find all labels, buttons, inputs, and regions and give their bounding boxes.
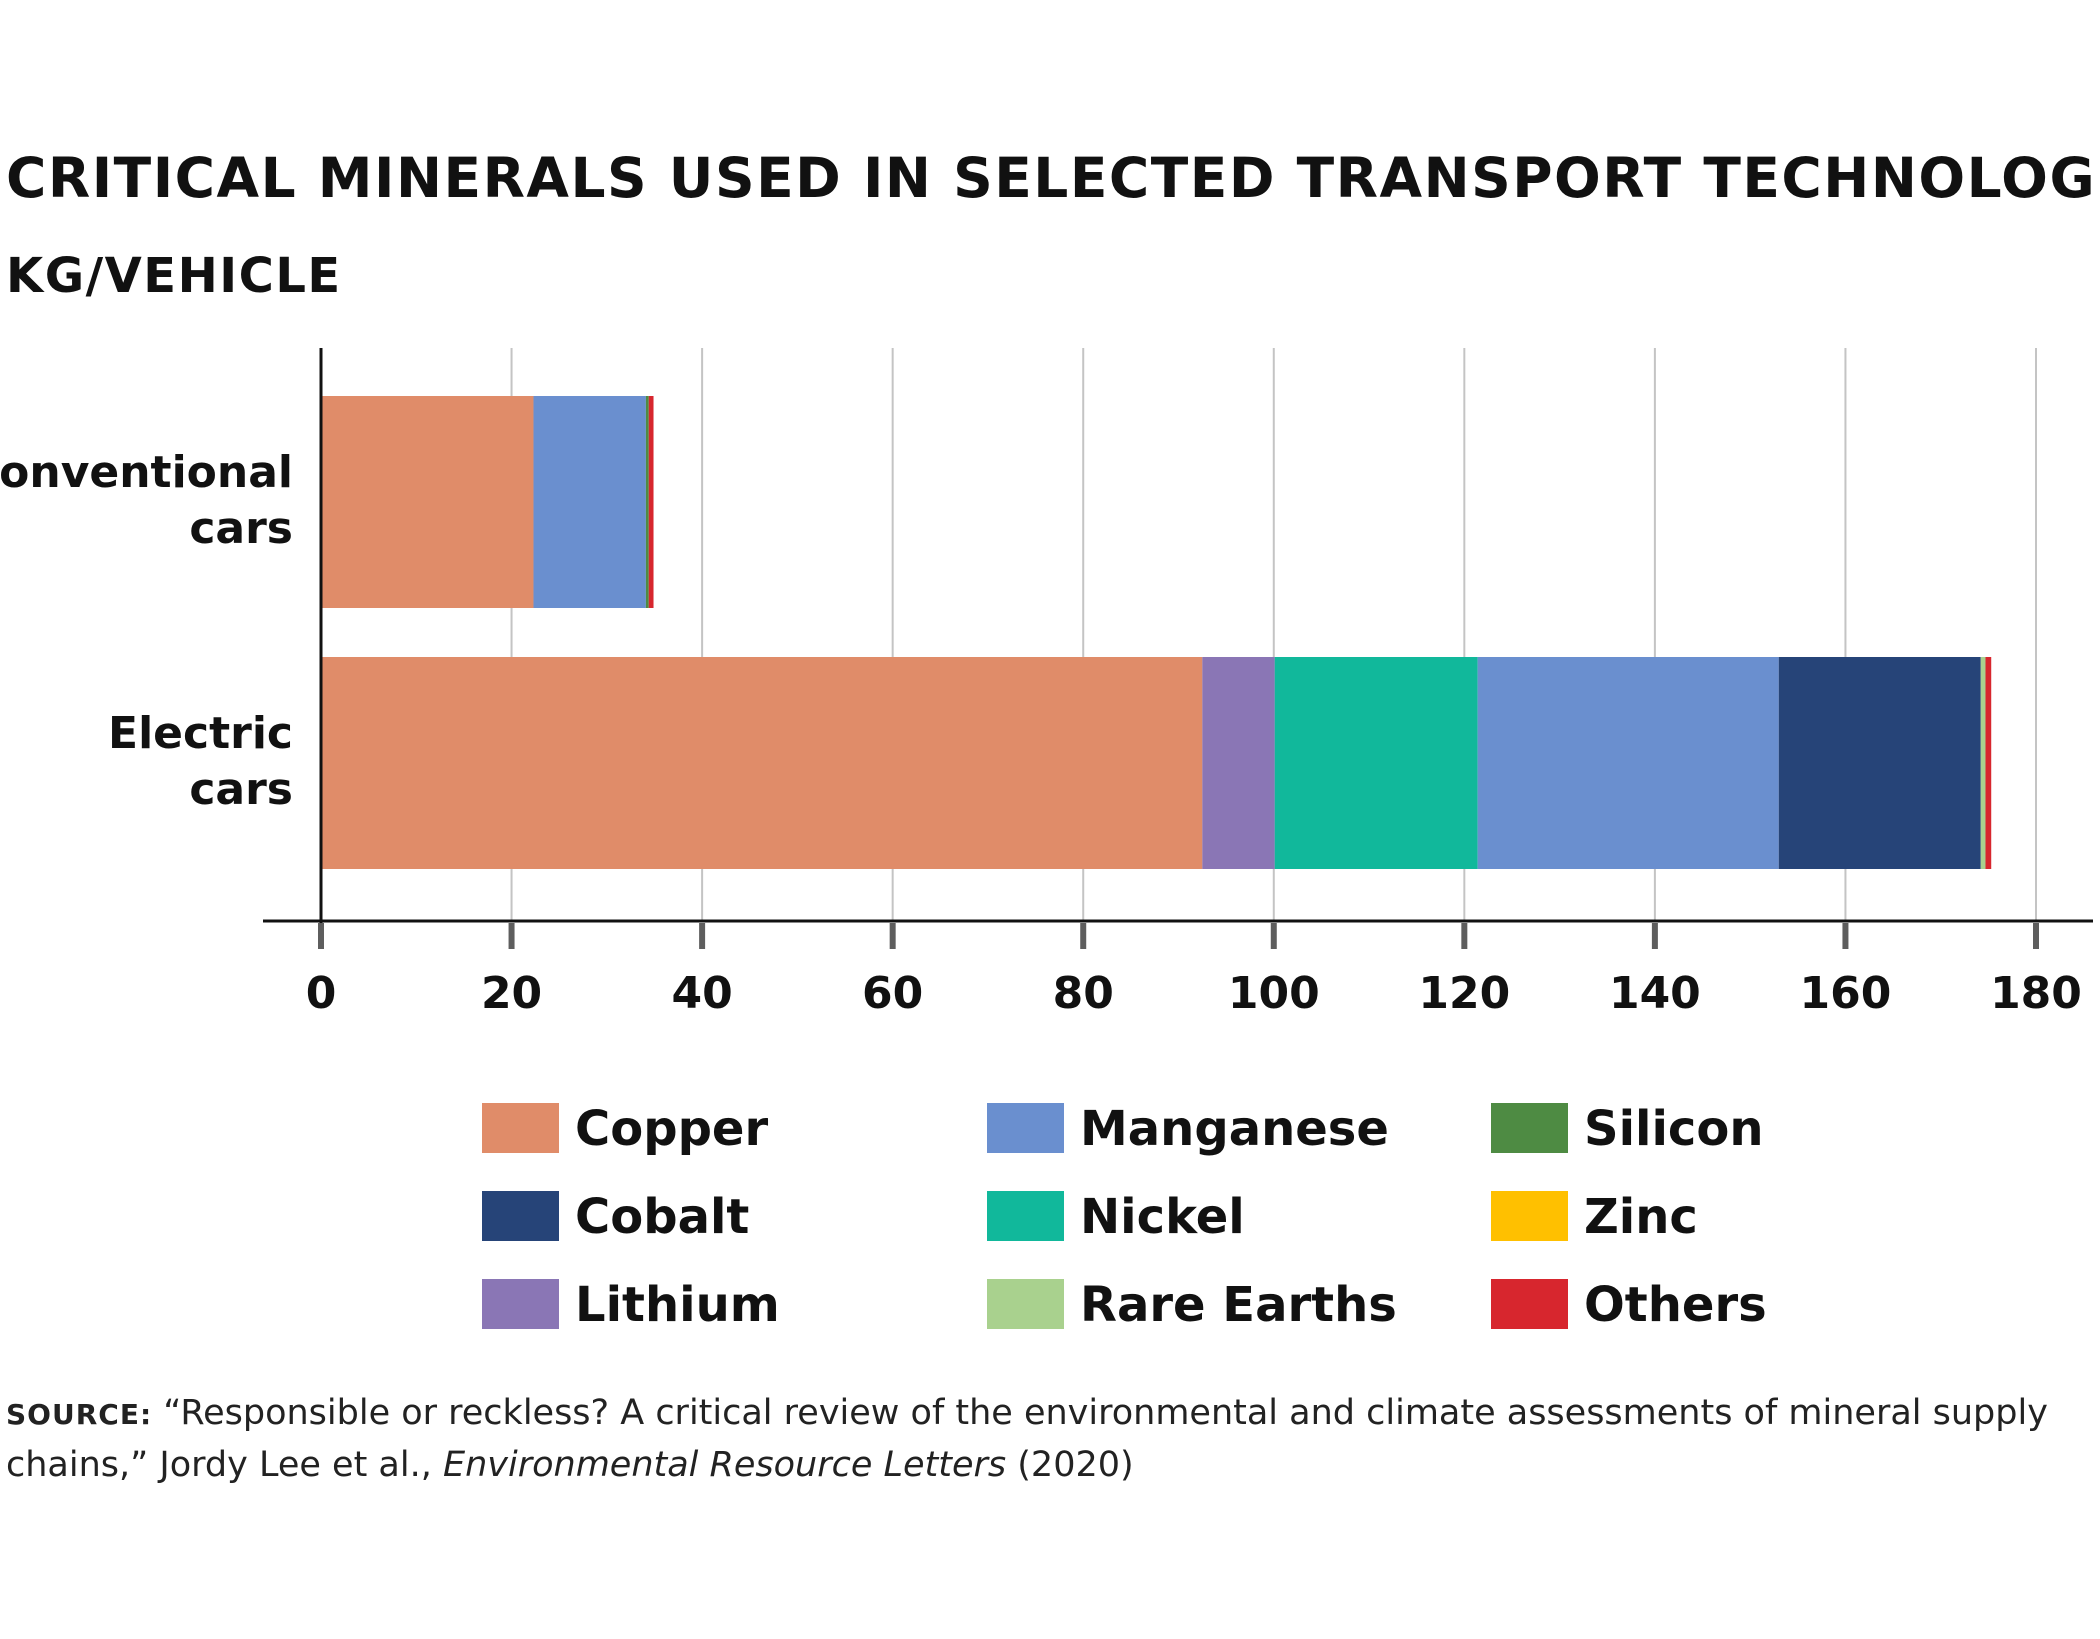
chart-title: CRITICAL MINERALS USED IN SELECTED TRANS… bbox=[6, 146, 2100, 210]
bar-conventional-cars-manganese bbox=[533, 396, 646, 608]
legend-item-nickel: Nickel bbox=[987, 1189, 1245, 1245]
x-ticks: 0 20 40 60 80 100 120 140 160 180 bbox=[306, 923, 2082, 1019]
bar-conventional-cars-copper bbox=[321, 396, 534, 608]
legend-item-zinc: Zinc bbox=[1491, 1189, 1698, 1245]
x-tick-label-100: 100 bbox=[1228, 968, 1320, 1019]
category-label-conventional-cars: Conventionalcars bbox=[0, 447, 293, 554]
legend-swatch-cobalt bbox=[482, 1191, 559, 1241]
legend-item-others: Others bbox=[1491, 1277, 1767, 1333]
bar-electric-cars-rare-earths bbox=[1980, 657, 1986, 869]
legend-swatch-nickel bbox=[987, 1191, 1064, 1241]
stacked-bar-chart: 0 20 40 60 80 100 120 140 160 180 Conventionalcar… bbox=[0, 348, 2093, 1333]
bar-electric-cars-cobalt bbox=[1778, 657, 1981, 869]
legend-item-lithium: Lithium bbox=[482, 1277, 780, 1333]
x-tick-label-0: 0 bbox=[306, 968, 337, 1019]
legend: Copper Cobalt Lithium Manganese Nickel Rare E… bbox=[482, 1101, 1767, 1333]
bars bbox=[321, 396, 1992, 869]
source-year: (2020) bbox=[1006, 1445, 1134, 1485]
bar-conventional-cars-others bbox=[648, 396, 654, 608]
legend-swatch-silicon bbox=[1491, 1103, 1568, 1153]
x-tick-label-80: 80 bbox=[1053, 968, 1114, 1019]
x-tick-mark-60 bbox=[889, 923, 896, 949]
legend-swatch-others bbox=[1491, 1279, 1568, 1329]
category-label-electric-cars: Electric cars bbox=[108, 708, 293, 815]
legend-label-copper: Copper bbox=[575, 1101, 768, 1157]
legend-label-rare-earths: Rare Earths bbox=[1080, 1277, 1397, 1333]
x-tick-label-180: 180 bbox=[1990, 968, 2082, 1019]
legend-item-silicon: Silicon bbox=[1491, 1101, 1764, 1157]
legend-item-copper: Copper bbox=[482, 1101, 768, 1157]
legend-label-manganese: Manganese bbox=[1080, 1101, 1389, 1157]
x-tick-mark-20 bbox=[508, 923, 515, 949]
x-tick-mark-120 bbox=[1461, 923, 1468, 949]
legend-swatch-copper bbox=[482, 1103, 559, 1153]
x-tick-mark-180 bbox=[2033, 923, 2039, 949]
x-tick-mark-0 bbox=[318, 923, 324, 949]
chart-subtitle: KG/VEHICLE bbox=[6, 248, 342, 304]
legend-swatch-rare-earths bbox=[987, 1279, 1064, 1329]
legend-swatch-manganese bbox=[987, 1103, 1064, 1153]
legend-item-rare-earths: Rare Earths bbox=[987, 1277, 1397, 1333]
x-tick-mark-40 bbox=[699, 923, 706, 949]
source-journal: Environmental Resource Letters bbox=[442, 1445, 1007, 1485]
legend-item-manganese: Manganese bbox=[987, 1101, 1389, 1157]
legend-label-others: Others bbox=[1584, 1277, 1767, 1333]
source-label: SOURCE: bbox=[6, 1398, 153, 1431]
x-tick-label-40: 40 bbox=[671, 968, 732, 1019]
legend-label-zinc: Zinc bbox=[1584, 1189, 1698, 1245]
legend-label-lithium: Lithium bbox=[575, 1277, 780, 1333]
x-tick-mark-160 bbox=[1842, 923, 1849, 949]
bar-conventional-cars-silicon bbox=[645, 396, 649, 608]
x-tick-mark-80 bbox=[1080, 923, 1087, 949]
bar-electric-cars-lithium bbox=[1202, 657, 1275, 869]
x-tick-mark-140 bbox=[1651, 923, 1658, 949]
x-tick-label-140: 140 bbox=[1609, 968, 1701, 1019]
legend-swatch-lithium bbox=[482, 1279, 559, 1329]
source-text: “Responsible or reckless? A critical rev… bbox=[6, 1393, 2048, 1485]
legend-label-cobalt: Cobalt bbox=[575, 1189, 749, 1245]
axes bbox=[263, 348, 2093, 923]
legend-label-nickel: Nickel bbox=[1080, 1189, 1245, 1245]
x-tick-label-160: 160 bbox=[1800, 968, 1892, 1019]
legend-swatch-zinc bbox=[1491, 1191, 1568, 1241]
legend-label-silicon: Silicon bbox=[1584, 1101, 1764, 1157]
x-tick-label-120: 120 bbox=[1418, 968, 1510, 1019]
source-note: SOURCE: “Responsible or reckless? A crit… bbox=[6, 1388, 2056, 1490]
bar-electric-cars-nickel bbox=[1274, 657, 1478, 869]
legend-item-cobalt: Cobalt bbox=[482, 1189, 749, 1245]
bar-electric-cars-copper bbox=[321, 657, 1203, 869]
bar-electric-cars-manganese bbox=[1477, 657, 1779, 869]
x-tick-label-60: 60 bbox=[862, 968, 923, 1019]
x-tick-label-20: 20 bbox=[481, 968, 542, 1019]
bar-electric-cars-others bbox=[1985, 657, 1992, 869]
x-tick-mark-100 bbox=[1270, 923, 1277, 949]
